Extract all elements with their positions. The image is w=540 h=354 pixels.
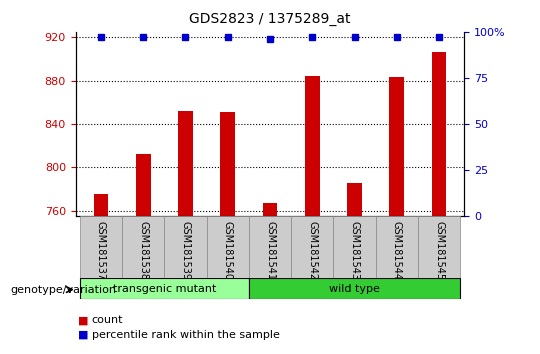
Bar	[376, 216, 418, 278]
Text: genotype/variation: genotype/variation	[11, 285, 117, 295]
Text: GSM181538: GSM181538	[138, 221, 148, 280]
Bar	[178, 111, 193, 216]
Bar	[122, 216, 164, 278]
Bar	[249, 216, 291, 278]
Bar	[80, 278, 249, 299]
Bar	[305, 76, 320, 216]
Text: GSM181544: GSM181544	[392, 221, 402, 280]
Text: GSM181545: GSM181545	[434, 221, 444, 280]
Bar	[249, 278, 460, 299]
Text: count: count	[92, 315, 123, 325]
Text: GSM181542: GSM181542	[307, 221, 318, 280]
Text: transgenic mutant: transgenic mutant	[113, 284, 216, 293]
Bar	[80, 216, 122, 278]
Bar	[347, 183, 362, 216]
Text: wild type: wild type	[329, 284, 380, 293]
Bar	[220, 112, 235, 216]
Text: GSM181543: GSM181543	[349, 221, 360, 280]
Bar	[262, 203, 278, 216]
Text: ■: ■	[78, 330, 89, 339]
Text: GSM181537: GSM181537	[96, 221, 106, 280]
Bar	[418, 216, 460, 278]
Bar	[164, 216, 207, 278]
Bar	[291, 216, 333, 278]
Text: percentile rank within the sample: percentile rank within the sample	[92, 330, 280, 339]
Text: GSM181541: GSM181541	[265, 221, 275, 280]
Text: ■: ■	[78, 315, 89, 325]
Text: GSM181540: GSM181540	[222, 221, 233, 280]
Bar	[136, 154, 151, 216]
Bar	[431, 52, 447, 216]
Bar	[389, 77, 404, 216]
Text: GSM181539: GSM181539	[180, 221, 191, 280]
Bar	[333, 216, 376, 278]
Bar	[207, 216, 249, 278]
Text: GDS2823 / 1375289_at: GDS2823 / 1375289_at	[189, 12, 351, 27]
Bar	[93, 194, 109, 216]
